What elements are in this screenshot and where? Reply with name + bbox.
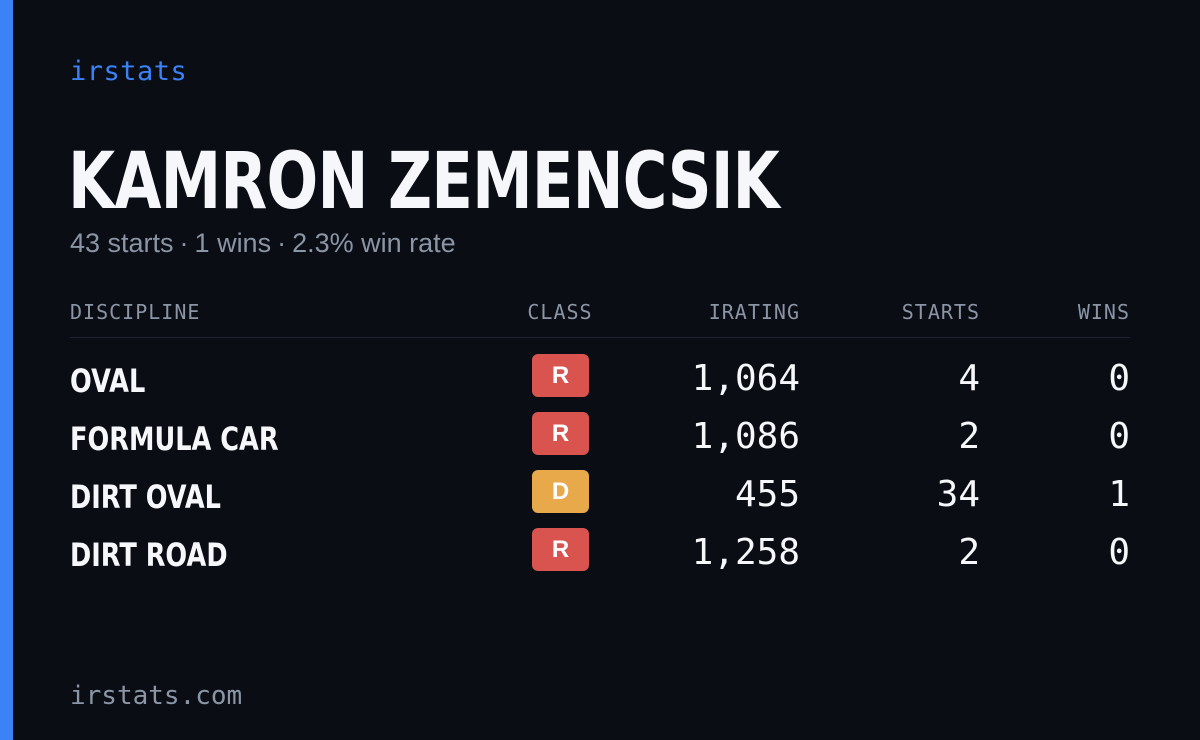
brand-logo[interactable]: irstats bbox=[70, 56, 188, 87]
class-badge: R bbox=[532, 528, 589, 571]
class-badge: R bbox=[532, 412, 589, 455]
discipline-cell: FORMULA CAR bbox=[70, 420, 279, 458]
table-row: DIRT OVAL D 455 34 1 bbox=[0, 470, 1200, 528]
column-header-discipline: DISCIPLINE bbox=[70, 300, 201, 324]
wins-cell: 0 bbox=[1108, 416, 1130, 457]
header-divider bbox=[70, 337, 1130, 338]
separator: · bbox=[179, 228, 189, 258]
wins-summary: 1 wins bbox=[194, 228, 272, 258]
irating-cell: 455 bbox=[734, 474, 800, 515]
irating-cell: 1,258 bbox=[691, 532, 800, 573]
table-row: OVAL R 1,064 4 0 bbox=[0, 354, 1200, 412]
starts-cell: 4 bbox=[958, 358, 980, 399]
player-summary: 43 starts · 1 wins · 2.3% win rate bbox=[70, 228, 456, 259]
table-row: DIRT ROAD R 1,258 2 0 bbox=[0, 528, 1200, 586]
starts-cell: 34 bbox=[936, 474, 980, 515]
class-badge: D bbox=[532, 470, 589, 513]
win-rate-summary: 2.3% win rate bbox=[292, 228, 456, 258]
footer-url[interactable]: irstats.com bbox=[70, 681, 243, 711]
wins-cell: 0 bbox=[1108, 532, 1130, 573]
separator: · bbox=[277, 228, 287, 258]
starts-cell: 2 bbox=[958, 532, 980, 573]
starts-summary: 43 starts bbox=[70, 228, 174, 258]
player-name: KAMRON ZEMENCSIK bbox=[68, 137, 780, 227]
discipline-cell: OVAL bbox=[70, 362, 146, 400]
class-badge: R bbox=[532, 354, 589, 397]
discipline-cell: DIRT OVAL bbox=[70, 478, 221, 516]
irating-cell: 1,064 bbox=[691, 358, 800, 399]
column-header-irating: IRATING bbox=[708, 300, 800, 324]
wins-cell: 0 bbox=[1108, 358, 1130, 399]
accent-bar bbox=[0, 0, 13, 740]
wins-cell: 1 bbox=[1108, 474, 1130, 515]
discipline-cell: DIRT ROAD bbox=[70, 536, 228, 574]
column-header-wins: WINS bbox=[1077, 300, 1130, 324]
column-header-class: CLASS bbox=[527, 300, 593, 324]
column-header-starts: STARTS bbox=[901, 300, 980, 324]
irating-cell: 1,086 bbox=[691, 416, 800, 457]
starts-cell: 2 bbox=[958, 416, 980, 457]
table-row: FORMULA CAR R 1,086 2 0 bbox=[0, 412, 1200, 470]
